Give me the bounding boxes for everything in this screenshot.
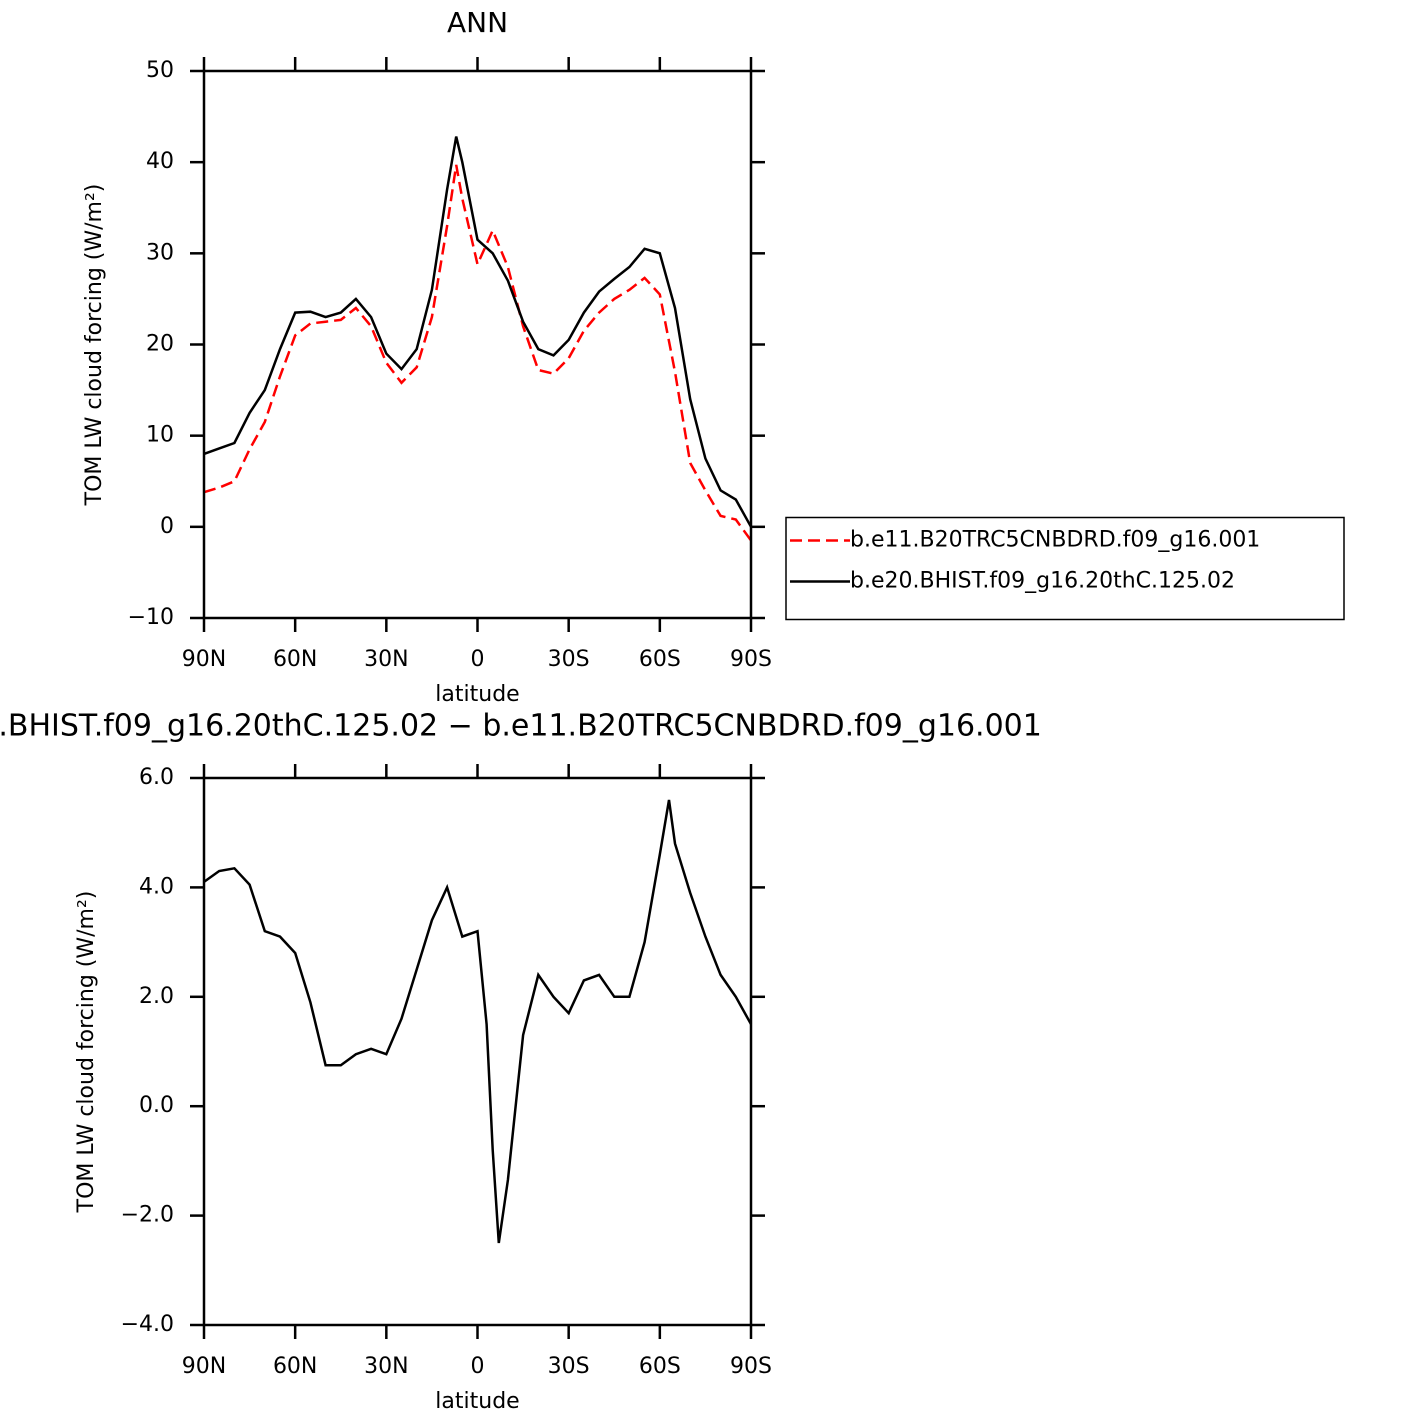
y-tick-label: −4.0 — [121, 1312, 174, 1337]
x-tick-label: 90N — [182, 647, 226, 672]
x-tick-label: 60S — [639, 647, 681, 672]
data-line — [203, 136, 753, 528]
y-tick-label: 30 — [146, 240, 174, 265]
x-axis-label: latitude — [435, 1389, 519, 1414]
x-tick-label: 30N — [364, 647, 408, 672]
legend-label: b.e20.BHIST.f09_g16.20thC.125.02 — [850, 569, 1235, 594]
legend-label: b.e11.B20TRC5CNBDRD.f09_g16.001 — [850, 528, 1260, 553]
x-tick-label: 60N — [273, 1354, 317, 1379]
y-axis-label: TOM LW cloud forcing (W/m²) — [82, 184, 107, 507]
y-tick-label: −10 — [128, 605, 174, 630]
plot-frame — [202, 776, 753, 1327]
x-tick-label: 60S — [639, 1354, 681, 1379]
y-tick-label: 4.0 — [139, 874, 174, 899]
y-tick-label: 0 — [160, 514, 174, 539]
legend-box — [785, 516, 1345, 621]
x-tick-label: 30N — [364, 1354, 408, 1379]
y-tick-label: 6.0 — [139, 765, 174, 790]
y-tick-label: 20 — [146, 332, 174, 357]
x-tick-label: 90S — [730, 647, 772, 672]
x-tick-label: 0 — [471, 1354, 485, 1379]
x-tick-label: 60N — [273, 647, 317, 672]
plot-frame — [202, 69, 753, 620]
x-tick-label: 90S — [730, 1354, 772, 1379]
y-tick-label: 2.0 — [139, 984, 174, 1009]
x-tick-label: 90N — [182, 1354, 226, 1379]
y-tick-label: −2.0 — [121, 1203, 174, 1228]
chart-title: b.e20.BHIST.f09_g16.20thC.125.02 − b.e11… — [0, 709, 1042, 744]
data-line — [203, 799, 753, 1244]
y-tick-label: 10 — [146, 423, 174, 448]
y-tick-label: 40 — [146, 149, 174, 174]
x-tick-label: 30S — [548, 647, 590, 672]
x-axis-label: latitude — [435, 682, 519, 707]
x-tick-label: 0 — [471, 647, 485, 672]
x-tick-label: 30S — [548, 1354, 590, 1379]
data-line — [203, 164, 753, 542]
y-axis-label: TOM LW cloud forcing (W/m²) — [74, 891, 99, 1214]
chart-title: ANN — [447, 6, 508, 39]
y-tick-label: 0.0 — [139, 1093, 174, 1118]
y-tick-label: 50 — [146, 58, 174, 83]
